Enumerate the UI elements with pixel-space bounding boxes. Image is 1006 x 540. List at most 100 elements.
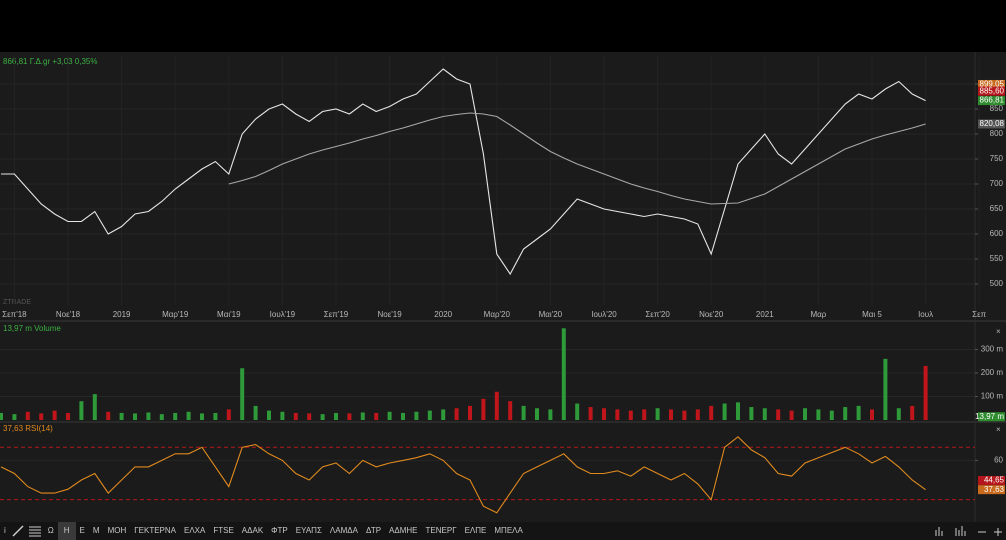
volume-bar (226, 409, 231, 420)
volume-bar (548, 409, 553, 420)
volume-bar (870, 409, 874, 420)
toolbar-item[interactable]: ΜΟΗ (107, 526, 127, 535)
x-tick-label: Ιουλ (918, 310, 933, 319)
y-tick-label: 200 m (981, 368, 1004, 377)
x-tick-label: Μαι'20 (539, 310, 563, 319)
value-tag (978, 412, 1005, 422)
x-tick-label: Μαρ (810, 310, 826, 319)
draw-icon[interactable] (10, 524, 26, 538)
volume-bar (240, 368, 245, 420)
toolbar-item[interactable]: ΕΛΧΑ (183, 526, 206, 535)
toolbar-item[interactable]: ΔΤΡ (365, 526, 382, 535)
toolbar-item[interactable]: FTSE (213, 526, 234, 535)
volume-bar (816, 409, 821, 420)
volume-bar (280, 411, 285, 420)
volume-bar (39, 413, 44, 420)
toolbar-item[interactable]: Ε (79, 526, 85, 535)
y-tick-label: 600 (990, 229, 1004, 238)
volume-bar (776, 409, 781, 420)
y-tick-label: 500 (990, 279, 1004, 288)
volume-bar (762, 408, 767, 420)
toolbar-item[interactable]: Μ (92, 526, 100, 535)
x-tick-label: Μαρ'19 (162, 310, 189, 319)
volume-bar (682, 410, 687, 420)
toolbar-item[interactable]: Ω (47, 526, 54, 535)
x-tick-label: 2021 (756, 310, 774, 319)
volume-bar (628, 410, 633, 420)
volume-bar (521, 405, 526, 420)
volume-bar (0, 412, 3, 420)
volume-bar (25, 411, 30, 420)
volume-bar (186, 411, 191, 420)
volume-bar (79, 401, 84, 420)
value-tag-label: 866,81 (980, 96, 1005, 105)
volume-bar (387, 411, 392, 420)
value-tag-label: 899,05 (980, 80, 1005, 89)
chart-background (0, 52, 1006, 522)
toolbar-item[interactable]: ΤΕΝΕΡΓ (425, 526, 457, 535)
volume-bar (642, 409, 647, 420)
volume-bar (803, 408, 807, 420)
close-button[interactable]: × (996, 425, 1001, 434)
volume-bar (374, 412, 379, 420)
series-line (228, 112, 926, 205)
chart-title: 866,81 Γ.Δ.gr +3,03 0,35% (3, 57, 98, 66)
volume-bar (347, 413, 352, 420)
y-tick-label: 650 (990, 204, 1004, 213)
volume-bar (722, 403, 727, 420)
volume-bar (669, 409, 673, 420)
volume-bar (173, 412, 178, 420)
value-tag-label: 44,65 (984, 476, 1005, 485)
toolbar-items: Ω Η Ε Μ ΜΟΗ ΓΕΚΤΕΡΝΑ ΕΛΧΑ FTSE ΑΔΑΚ ΦΤΡ ΕΥΑΠΣ ΛΑΜΔΑ… (44, 522, 527, 540)
chart: × × 866,81 Γ.Δ.gr +3,03 0,35% ZTRADE 13,… (0, 0, 1006, 522)
toolbar-item[interactable]: Η (57, 522, 76, 540)
x-tick-label: Σεπ'19 (324, 310, 349, 319)
x-tick-label: Μαι 5 (862, 310, 882, 319)
volume-bar (829, 410, 834, 420)
toolbar-item[interactable]: ΦΤΡ (271, 526, 288, 535)
x-tick-label: Νοε'18 (56, 310, 81, 319)
list-icon[interactable] (26, 524, 44, 538)
toolbar-item[interactable]: ΑΔΑΚ (241, 526, 264, 535)
toolbar-item[interactable]: ΓΕΚΤΕΡΝΑ (134, 526, 176, 535)
x-tick-label: 2019 (113, 310, 131, 319)
toolbar: i Ω Η Ε Μ ΜΟΗ ΓΕΚΤΕΡΝΑ ΕΛΧΑ FTSE ΑΔΑΚ ΦΤΡ ΕΥΑΠΣ ΛΑΜ… (0, 522, 1006, 540)
toolbar-item[interactable]: ΕΛΠΕ (464, 526, 487, 535)
volume-bar (133, 413, 137, 420)
volume-bar (494, 391, 499, 420)
y-tick-label: 700 (990, 179, 1004, 188)
value-tag (978, 475, 1005, 485)
toolbar-item[interactable]: ΑΔΜΗΕ (389, 526, 418, 535)
chart-icon[interactable] (935, 527, 943, 536)
rsi-title: 37,63 RSI(14) (3, 424, 53, 433)
volume-bar (736, 402, 740, 420)
volume-bar (92, 394, 97, 420)
toolbar-right-icons (935, 526, 1002, 536)
zoom-in[interactable] (994, 528, 1002, 536)
close-button[interactable]: × (996, 327, 1001, 336)
volume-bar (334, 412, 338, 420)
volume-bar (535, 408, 539, 420)
volume-bar (146, 412, 151, 420)
y-tick-label: 60 (994, 455, 1003, 464)
info-button[interactable]: i (4, 526, 6, 535)
x-tick-label: Σεπ (972, 310, 987, 319)
watermark: ZTRADE (3, 299, 31, 306)
value-tag (978, 119, 1005, 129)
toolbar-item[interactable]: ΛΑΜΔΑ (329, 526, 358, 535)
volume-bar (253, 405, 258, 420)
volume-bar (320, 414, 325, 420)
top-bar (0, 0, 1006, 52)
toolbar-item[interactable]: ΜΠΕΛΑ (494, 526, 523, 535)
volume-bar (789, 410, 794, 420)
toolbar-item[interactable]: ΕΥΑΠΣ (295, 526, 322, 535)
volume-bar (119, 412, 124, 420)
bars-icon[interactable] (955, 526, 966, 536)
volume-bar (12, 414, 17, 420)
x-tick-label: 2020 (434, 310, 452, 319)
volume-bar (66, 412, 70, 420)
x-tick-label: Ιουλ'19 (270, 310, 296, 319)
volume-bar (561, 328, 566, 420)
volume-bar (923, 365, 928, 420)
y-tick-label: 550 (990, 254, 1004, 263)
